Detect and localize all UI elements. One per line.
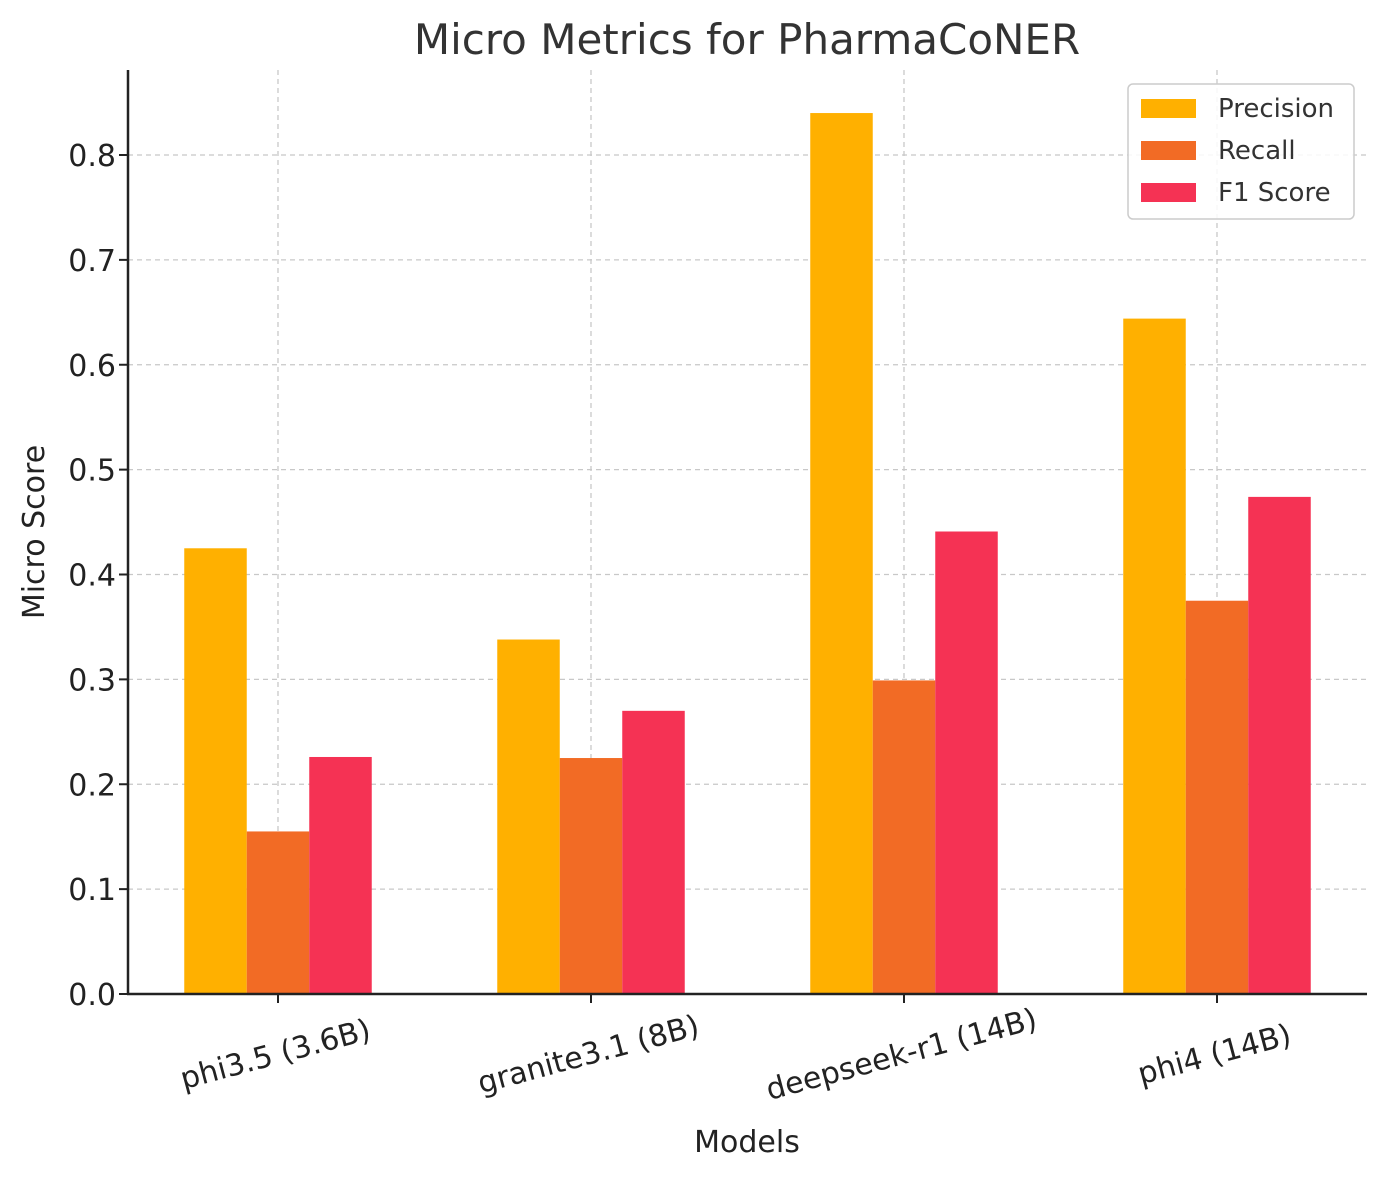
bar-f1-score-2 xyxy=(935,531,998,994)
y-tick-label: 0.3 xyxy=(68,663,116,698)
bar-f1-score-1 xyxy=(622,710,685,994)
bar-f1-score-3 xyxy=(1248,496,1311,994)
y-tick-label: 0.4 xyxy=(68,559,116,594)
y-tick-label: 0.0 xyxy=(68,978,116,1013)
y-axis-label: Micro Score xyxy=(17,445,52,619)
y-tick-label: 0.7 xyxy=(68,244,116,279)
y-tick-label: 0.2 xyxy=(68,768,116,803)
y-tick-label: 0.5 xyxy=(68,454,116,489)
legend-swatch xyxy=(1141,99,1196,118)
y-tick-label: 0.1 xyxy=(68,873,116,908)
bar-precision-1 xyxy=(497,639,560,994)
x-tick-label: deepseek-r1 (14B) xyxy=(762,1002,1040,1108)
bar-recall-2 xyxy=(872,680,936,994)
y-tick-label: 0.8 xyxy=(68,139,116,174)
bar-recall-0 xyxy=(246,831,310,994)
axes-layer xyxy=(126,70,1367,996)
bar-precision-3 xyxy=(1123,318,1186,995)
x-tick-label: phi3.5 (3.6B) xyxy=(177,1013,375,1097)
bar-recall-1 xyxy=(559,758,623,994)
legend: Precision Recall F1 Score xyxy=(1127,83,1355,220)
x-tick-label: phi4 (14B) xyxy=(1134,1018,1295,1092)
y-tick-label: 0.6 xyxy=(68,349,116,384)
bar-precision-0 xyxy=(184,548,247,994)
legend-swatch xyxy=(1141,183,1196,202)
x-tick-label: granite3.1 (8B) xyxy=(474,1008,703,1101)
x-axis-label: Models xyxy=(694,1125,800,1160)
legend-label: Recall xyxy=(1218,136,1296,166)
chart-title: Micro Metrics for PharmaCoNER xyxy=(414,15,1080,64)
bar-precision-2 xyxy=(810,113,873,995)
legend-label: Precision xyxy=(1218,94,1334,124)
bar-recall-3 xyxy=(1185,600,1249,994)
bars-layer xyxy=(184,113,1311,995)
legend-label: F1 Score xyxy=(1218,178,1331,208)
legend-swatch xyxy=(1141,141,1196,160)
bar-f1-score-0 xyxy=(309,756,372,994)
